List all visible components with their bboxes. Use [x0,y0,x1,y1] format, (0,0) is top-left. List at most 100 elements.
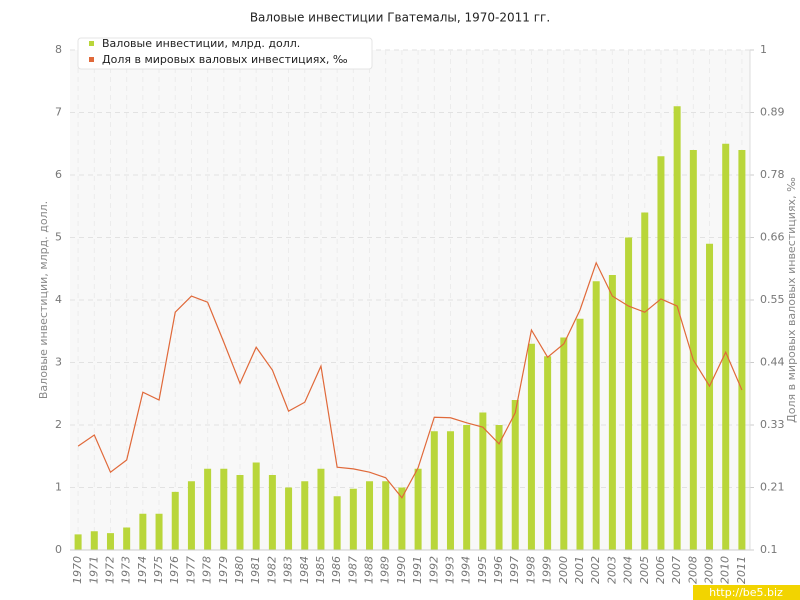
legend-swatch [89,57,94,62]
bar [446,431,454,550]
bar [220,468,228,550]
x-tick-label: 1984 [298,556,311,584]
bar [155,513,163,550]
x-tick-label: 1986 [330,556,343,584]
bar [592,281,600,550]
chart-title: Валовые инвестиции Гватемалы, 1970-2011 … [250,11,550,25]
x-tick-label: 2008 [686,556,699,584]
x-tick-label: 1998 [524,556,537,584]
bar [657,156,665,550]
x-tick-label: 1993 [443,556,456,584]
x-tick-label: 2004 [622,556,635,584]
x-tick-label: 1973 [120,556,133,584]
y2-tick-label: 0.1 [760,543,778,556]
bar [463,425,471,550]
bar [706,243,714,550]
x-tick-label: 1978 [201,556,214,584]
x-tick-label: 2006 [654,556,667,584]
bar [527,343,535,550]
bar [414,468,422,550]
x-tick-label: 2009 [703,556,716,584]
y-tick-label: 6 [55,168,62,181]
line [77,261,743,499]
y-tick-label: 8 [55,43,62,56]
x-tick-label: 1991 [411,556,424,584]
bar [204,468,212,550]
y2-tick-label: 0.55 [760,293,785,306]
bar [608,275,616,550]
x-tick-label: 1989 [379,556,392,584]
x-tick-label: 1979 [217,556,230,584]
bar [576,318,584,550]
y-tick-label: 5 [55,231,62,244]
bar [366,481,374,550]
bar [139,513,147,550]
bar [495,425,503,550]
bar [641,212,649,550]
x-tick-label: 2001 [573,556,586,584]
y-tick-label: 1 [55,481,62,494]
legend: Валовые инвестиции, млрд. долл. Доля в м… [77,37,373,70]
bar [689,150,697,550]
bar [317,468,325,550]
y-tick-label: 7 [55,106,62,119]
x-tick-label: 1985 [314,556,327,584]
watermark: http://be5.biz [709,586,783,599]
watermark-box [693,585,800,600]
bar [511,400,519,550]
x-tick-label: 1995 [476,556,489,584]
bar [479,412,487,550]
bar [252,462,260,550]
y2-tick-label: 1 [760,43,767,56]
x-tick-label: 1972 [103,556,116,584]
x-tick-label: 1970 [71,556,84,584]
x-tick-label: 2005 [638,556,651,584]
x-tick-label: 1983 [282,556,295,584]
bar [738,150,746,550]
x-tick-label: 2003 [605,556,618,584]
bar [236,475,244,550]
x-tick-label: 1974 [136,556,149,584]
y2-tick-label: 0.66 [760,231,785,244]
y2-tick-label: 0.44 [760,356,785,369]
x-tick-label: 1992 [427,556,440,584]
bar [349,488,357,550]
x-tick-label: 1997 [508,556,521,584]
legend-label[interactable]: Валовые инвестиции, млрд. долл. [102,37,300,50]
x-tick-label: 1982 [265,556,278,584]
bar [90,531,98,550]
y2-tick-label: 0.78 [760,168,785,181]
bar [430,431,438,550]
x-tick-label: 1988 [363,556,376,584]
bar [187,481,195,550]
x-tick-label: 1975 [152,556,165,584]
x-tick-label: 1971 [87,556,100,584]
x-tick-label: 2002 [589,556,602,584]
x-tick-label: 2011 [735,556,748,584]
legend-label[interactable]: Доля в мировых валовых инвестициях, ‰ [102,53,348,66]
y-tick-label: 4 [55,293,62,306]
bar [171,491,179,550]
bar [625,237,633,550]
x-tick-label: 1981 [249,556,262,584]
y2-tick-label: 0.33 [760,418,785,431]
x-tick-label: 2007 [670,556,683,584]
x-tick-label: 2010 [719,556,732,584]
bar [544,356,552,550]
bar [560,337,568,550]
y-tick-label: 2 [55,418,62,431]
legend-swatch [89,41,94,46]
bar [333,496,341,550]
y-axis-title: Валовые инвестиции, млрд. долл. [37,201,50,399]
plot-area [70,50,750,550]
x-tick-label: 1990 [395,556,408,584]
bar [301,481,309,550]
legend-box [77,37,373,70]
bar [722,143,730,550]
y-tick-label: 3 [55,356,62,369]
x-tick-label: 2000 [557,556,570,584]
x-tick-label: 1999 [541,556,554,584]
y2-tick-label: 0.89 [760,106,785,119]
bar [74,534,82,550]
